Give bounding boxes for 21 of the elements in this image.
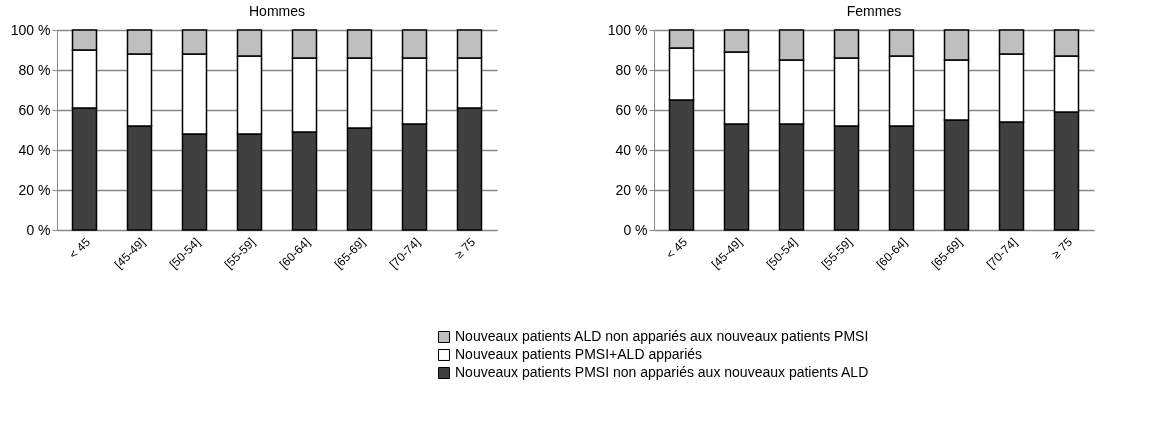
legend-label: Nouveaux patients PMSI non appariés aux nouveaux patients ALD: [455, 364, 869, 380]
y-tick-label: 60 %: [18, 101, 51, 118]
y-tick-label: 80 %: [615, 61, 648, 78]
chart-title: Hommes: [248, 3, 306, 19]
y-tick-label: 60 %: [615, 101, 648, 118]
y-tick-label: 40 %: [615, 141, 648, 158]
x-tick-label: < 45: [663, 234, 691, 262]
y-tick-label: 40 %: [18, 141, 51, 158]
chart-title: Femmes: [846, 3, 902, 19]
x-tick-label: ≥ 75: [451, 234, 479, 262]
x-tick-label: < 45: [66, 234, 94, 262]
y-tick-label: 80 %: [18, 61, 51, 78]
legend-label: Nouveaux patients ALD non appariés aux nouveaux patients PMSI: [455, 328, 869, 344]
y-tick-label: 0 %: [623, 221, 648, 238]
y-tick-label: 100 %: [10, 21, 51, 38]
legend-label: Nouveaux patients PMSI+ALD appariés: [455, 346, 703, 362]
y-tick-label: 20 %: [615, 181, 648, 198]
x-tick-label: ≥ 75: [1048, 234, 1076, 262]
y-tick-label: 100 %: [607, 21, 648, 38]
y-tick-label: 20 %: [18, 181, 51, 198]
y-tick-label: 0 %: [26, 221, 51, 238]
